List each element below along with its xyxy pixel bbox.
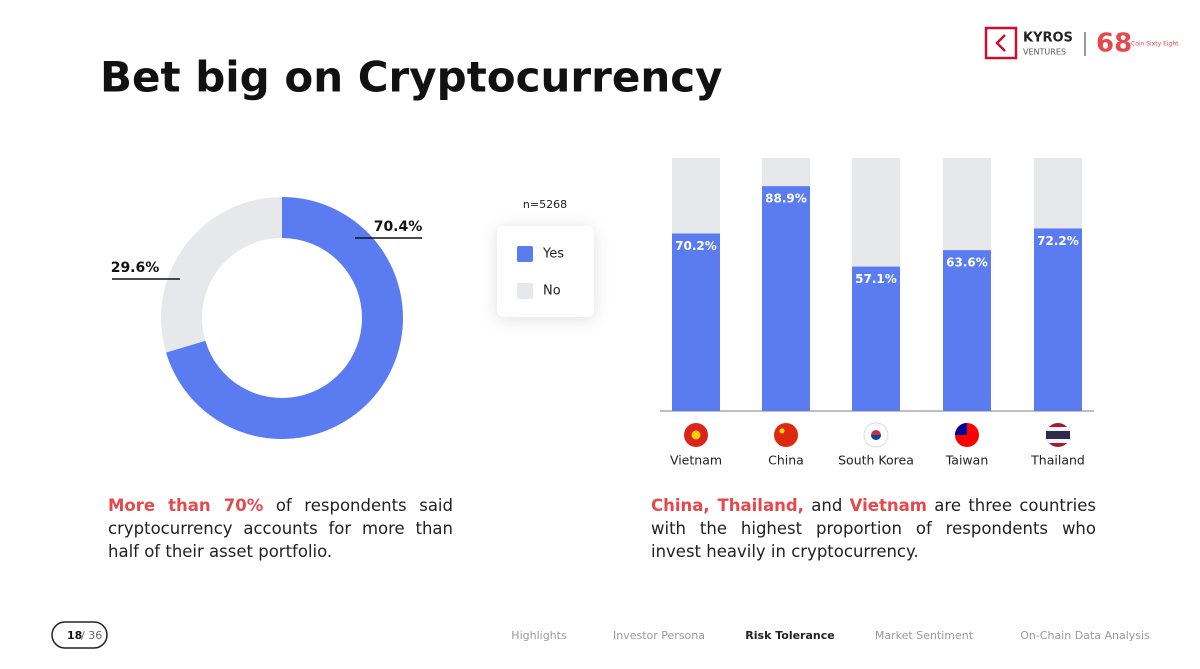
slide-title: Bet big on Cryptocurrency: [100, 53, 723, 102]
legend-swatch: [517, 283, 533, 299]
data-label: 70.2%: [675, 239, 717, 253]
nav-item[interactable]: Highlights: [511, 629, 567, 642]
left-note: More than 70% of respondents said crypto…: [108, 494, 453, 563]
flag-stripe: [1046, 431, 1070, 439]
bar-segment: [672, 158, 720, 234]
bar-segment: [1034, 158, 1082, 229]
logo-sub: VENTURES: [1023, 48, 1066, 57]
flag: [774, 423, 798, 447]
right-note: China, Thailand, and Vietnam are three c…: [651, 494, 1096, 563]
legend-label: Yes: [542, 247, 564, 262]
partner-mark: 68: [1096, 29, 1132, 59]
partner-name: Coin Sixty Eight: [1131, 41, 1179, 48]
flag-mark: [871, 435, 881, 440]
data-label: 29.6%: [111, 260, 160, 276]
note-text: of respondents said cryptocurrency accou…: [108, 496, 453, 561]
data-label: 57.1%: [855, 272, 897, 286]
donut-segment: [166, 197, 403, 439]
x-tick-label: China: [768, 453, 804, 468]
note-text: and: [803, 496, 850, 515]
data-label: 70.4%: [374, 219, 423, 235]
highlight: More than 70%: [108, 496, 264, 515]
x-tick-label: South Korea: [838, 453, 914, 468]
highlight: China, Thailand,: [651, 496, 804, 515]
donut-segment: [160, 197, 282, 353]
legend-label: No: [543, 284, 561, 299]
nav-item[interactable]: Investor Persona: [613, 629, 705, 642]
page-total: / 36: [81, 629, 102, 642]
flag-canton: [955, 423, 967, 435]
nav-item[interactable]: Market Sentiment: [875, 629, 974, 642]
bar-segment: [1034, 228, 1082, 411]
bar-segment: [852, 266, 900, 411]
highlight: Vietnam: [849, 496, 927, 515]
note-text: are three countries with the highest pro…: [651, 496, 1096, 561]
x-tick-label: Thailand: [1030, 453, 1085, 468]
legend-swatch: [517, 246, 533, 262]
bar-segment: [852, 158, 900, 267]
data-label: 72.2%: [1037, 234, 1079, 248]
bar-segment: [943, 158, 991, 251]
bar-segment: [762, 186, 810, 411]
nav-item[interactable]: Risk Tolerance: [745, 629, 834, 642]
bar-segment: [762, 158, 810, 187]
flag-star: [779, 428, 785, 434]
x-tick-label: Vietnam: [670, 453, 722, 468]
data-label: 88.9%: [765, 192, 807, 206]
nav-item[interactable]: On-Chain Data Analysis: [1020, 629, 1150, 642]
flag-star: [691, 430, 701, 440]
legend-title: n=5268: [523, 198, 567, 211]
logo-mark: [984, 26, 1018, 60]
legend-box: [497, 226, 594, 317]
bar-segment: [672, 233, 720, 411]
data-label: 63.6%: [946, 256, 988, 270]
page-current: 18: [67, 629, 82, 642]
bar-segment: [943, 250, 991, 411]
logo-name: KYROS: [1023, 31, 1073, 46]
logo-chevron: [995, 34, 1006, 52]
x-tick-label: Taiwan: [945, 453, 989, 468]
page-pill: [51, 621, 108, 649]
